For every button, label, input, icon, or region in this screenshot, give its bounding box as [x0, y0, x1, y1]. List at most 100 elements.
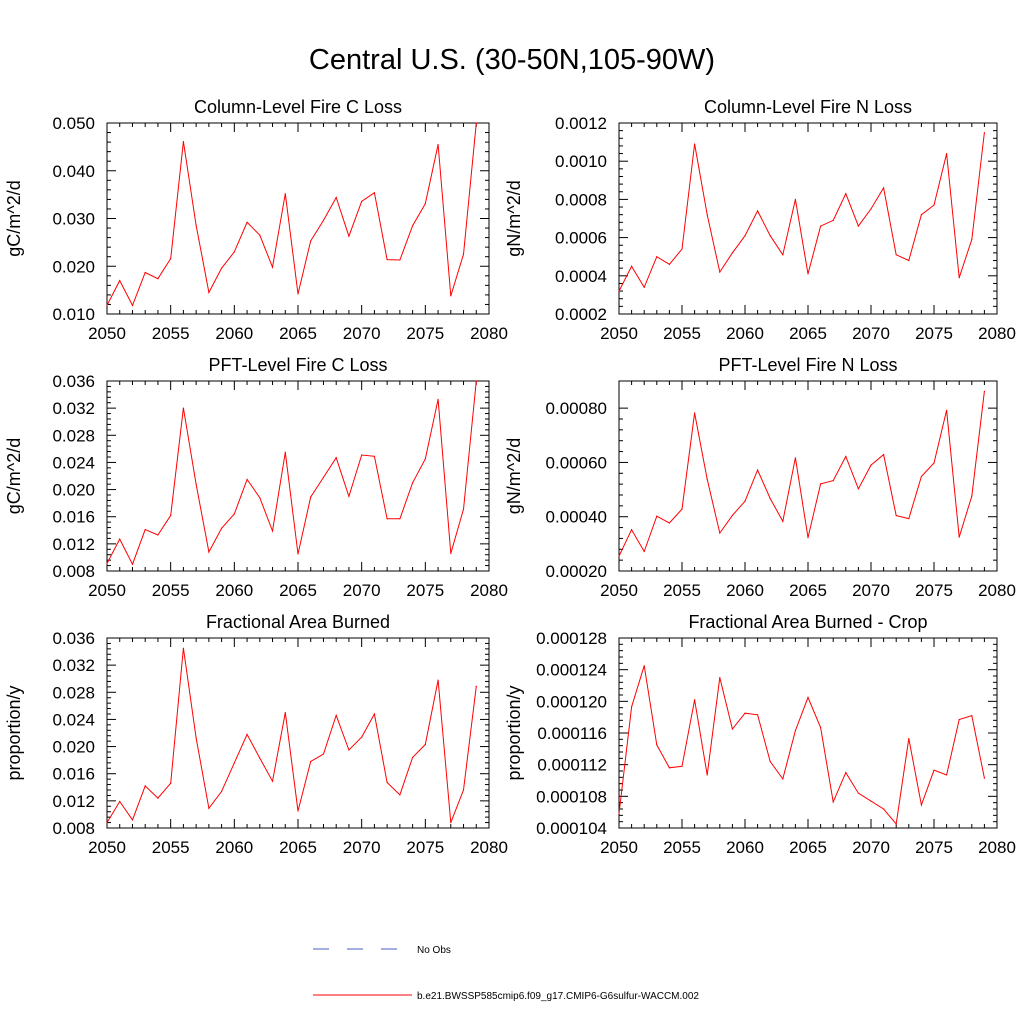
- x-tick-label: 2070: [343, 838, 381, 857]
- data-point: [271, 780, 274, 782]
- x-tick-label: 2060: [726, 581, 764, 600]
- x-tick-label: 2065: [279, 581, 317, 600]
- data-point: [706, 214, 708, 216]
- data-point: [475, 122, 477, 124]
- data-point: [807, 537, 809, 539]
- panel-title: Fractional Area Burned: [206, 612, 390, 632]
- data-point: [119, 800, 121, 803]
- data-point: [131, 819, 134, 821]
- x-tick-label: 2080: [470, 838, 508, 857]
- data-point: [157, 797, 159, 799]
- data-point: [656, 515, 658, 517]
- y-tick-label: 0.000108: [536, 787, 607, 806]
- x-tick-label: 2050: [600, 581, 638, 600]
- y-axis-label: proportion/y: [4, 685, 24, 780]
- panel-title: Fractional Area Burned - Crop: [688, 612, 927, 632]
- data-point: [820, 225, 822, 227]
- data-point: [946, 409, 948, 411]
- plot-frame: [618, 122, 998, 315]
- y-tick-label: 0.0006: [555, 229, 607, 248]
- x-tick-label: 2080: [470, 581, 508, 600]
- data-point: [719, 676, 721, 679]
- x-tick-label: 2050: [600, 838, 638, 857]
- data-point: [412, 225, 414, 227]
- data-point: [946, 774, 948, 776]
- data-point: [845, 455, 847, 458]
- data-point: [259, 757, 261, 759]
- y-tick-label: 0.012: [52, 792, 95, 811]
- legend-model-label: b.e21.BWSSP585cmip6.f09_g17.CMIP6-G6sulf…: [417, 991, 699, 1002]
- data-point: [297, 293, 299, 295]
- data-point: [870, 800, 872, 802]
- data-point: [412, 756, 414, 759]
- data-point: [744, 712, 746, 714]
- data-point: [170, 258, 172, 260]
- y-tick-label: 0.000104: [536, 819, 607, 838]
- data-point: [233, 251, 235, 253]
- data-point: [322, 219, 325, 222]
- y-tick-label: 0.0008: [555, 190, 607, 209]
- plot-frame: [106, 122, 490, 315]
- data-point: [157, 278, 159, 280]
- y-tick-label: 0.016: [52, 508, 95, 527]
- y-tick-label: 0.000116: [537, 724, 607, 743]
- data-point: [920, 214, 923, 216]
- x-tick-label: 2070: [343, 324, 381, 343]
- data-point: [131, 563, 134, 565]
- data-point: [908, 518, 910, 520]
- data-point: [845, 193, 847, 195]
- data-point: [769, 760, 771, 763]
- x-tick-label: 2050: [600, 324, 638, 343]
- data-point: [106, 304, 108, 307]
- data-point: [681, 765, 683, 767]
- x-tick-label: 2070: [852, 324, 890, 343]
- data-point: [335, 457, 337, 459]
- data-point: [694, 699, 696, 701]
- data-point: [706, 774, 708, 776]
- y-tick-label: 0.000124: [536, 661, 607, 680]
- data-point: [221, 527, 223, 529]
- x-tick-label: 2075: [406, 324, 444, 343]
- data-point: [424, 743, 426, 746]
- data-point: [170, 514, 172, 516]
- x-tick-label: 2075: [406, 838, 444, 857]
- y-tick-label: 0.008: [52, 562, 95, 581]
- data-point: [361, 200, 363, 202]
- x-tick-label: 2070: [852, 838, 890, 857]
- x-tick-label: 2050: [88, 581, 126, 600]
- data-point: [769, 235, 771, 237]
- data-point: [221, 267, 223, 269]
- data-point: [462, 253, 465, 255]
- data-point: [933, 204, 935, 206]
- data-point: [681, 248, 683, 250]
- x-tick-label: 2080: [978, 324, 1016, 343]
- data-point: [284, 193, 286, 195]
- data-point: [757, 469, 759, 471]
- data-point: [820, 726, 822, 729]
- data-point: [794, 457, 797, 459]
- x-tick-label: 2065: [279, 838, 317, 857]
- chart-panel-5: 2050 2055 2060 2065 2070 2075 2080 0.008 0.012 0.…: [4, 612, 508, 857]
- data-point: [920, 475, 923, 478]
- x-tick-label: 2055: [152, 838, 190, 857]
- data-point: [475, 380, 477, 382]
- y-axis-label: gC/m^2/d: [4, 438, 24, 514]
- data-point: [719, 532, 721, 534]
- data-point: [322, 753, 325, 755]
- x-tick-label: 2075: [915, 581, 953, 600]
- data-point: [450, 552, 452, 554]
- data-point: [208, 551, 210, 553]
- data-point: [106, 562, 108, 565]
- data-point: [450, 821, 452, 824]
- data-point: [246, 478, 248, 480]
- y-tick-label: 0.036: [52, 629, 95, 648]
- data-point: [757, 714, 759, 716]
- chart-panel-3: 2050 2055 2060 2065 2070 2075 2080 0.008 0.012 0.…: [4, 355, 508, 600]
- data-point: [271, 266, 274, 268]
- data-point: [857, 225, 860, 227]
- data-point: [195, 737, 197, 739]
- data-point: [297, 553, 299, 555]
- data-point: [437, 398, 439, 400]
- data-point: [144, 529, 146, 531]
